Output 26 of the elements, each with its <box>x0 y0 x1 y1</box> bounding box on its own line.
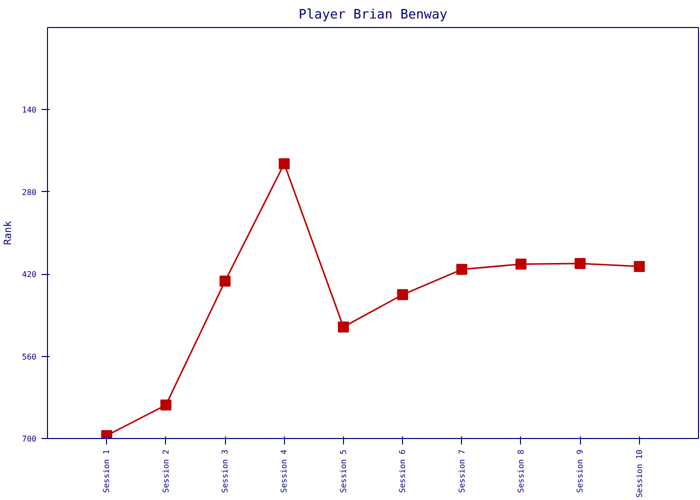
x-tick-label: Session 8 <box>516 449 526 493</box>
x-tick-label: Session 3 <box>220 449 230 493</box>
x-tick-label: Session 5 <box>338 449 348 493</box>
point <box>397 289 408 300</box>
point <box>456 264 468 275</box>
x-tick-label: Session 9 <box>576 449 585 493</box>
y-tick-label: 280 <box>22 188 37 197</box>
y-tick-label: 700 <box>22 434 37 444</box>
x-tick-label: Session 7 <box>457 449 466 493</box>
y-axis-title: Rank <box>3 220 14 246</box>
point <box>220 276 231 287</box>
y-tick-label: 420 <box>22 270 37 280</box>
y-tick-label: 560 <box>22 352 37 362</box>
point <box>515 258 526 270</box>
point <box>278 158 290 170</box>
point <box>574 258 586 270</box>
x-tick-label: Session 10 <box>634 449 644 498</box>
chart-title: Player Brian Benway <box>298 8 448 22</box>
y-tick-label: 140 <box>22 106 37 115</box>
x-tick-label: Session 1 <box>102 449 112 493</box>
point <box>338 321 349 332</box>
x-tick-label: Session 2 <box>161 449 170 493</box>
point <box>160 400 172 411</box>
x-tick-label: Session 6 <box>398 449 408 493</box>
point <box>634 260 645 272</box>
x-tick-label: Session 4 <box>280 449 289 493</box>
